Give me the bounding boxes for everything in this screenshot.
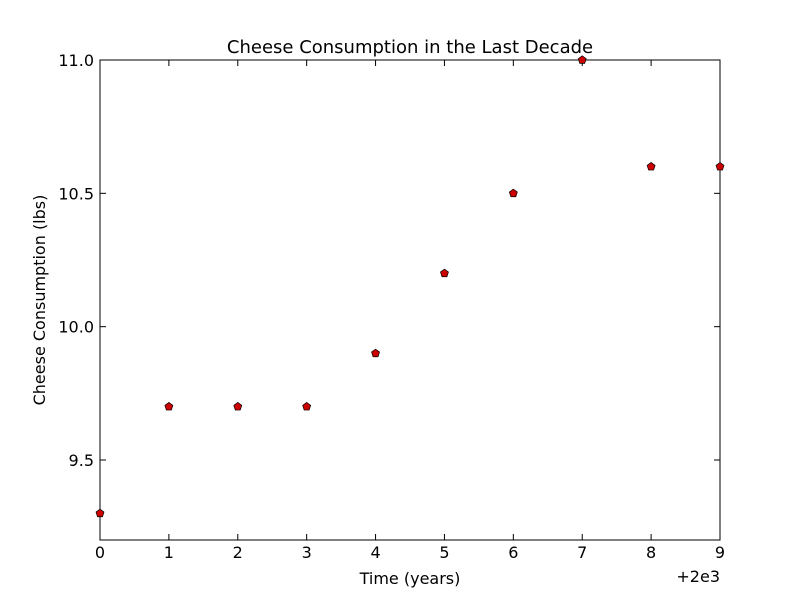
x-tick-label: 9 xyxy=(715,543,725,562)
data-point xyxy=(371,348,380,358)
y-tick-label: 9.5 xyxy=(69,451,94,470)
x-tick-label: 1 xyxy=(164,543,174,562)
y-axis: 9.5 10.0 10.5 11.0 xyxy=(58,51,720,470)
x-tick-label: 6 xyxy=(508,543,518,562)
x-tick-label: 2 xyxy=(233,543,243,562)
x-tick-label: 4 xyxy=(370,543,380,562)
x-tick-label: 3 xyxy=(302,543,312,562)
data-point xyxy=(302,402,312,411)
x-tick-label: 0 xyxy=(95,543,105,562)
x-axis: 0 1 2 3 4 5 6 7 8 9 xyxy=(95,60,725,562)
plot-area-frame xyxy=(99,59,721,541)
chart-title: Cheese Consumption in the Last Decade xyxy=(227,37,593,58)
data-point xyxy=(164,402,174,411)
data-point xyxy=(440,268,449,278)
data-point xyxy=(233,402,243,411)
x-tick-label: 5 xyxy=(439,543,449,562)
x-tick-label: 7 xyxy=(577,543,587,562)
y-tick-label: 10.5 xyxy=(58,184,94,203)
x-axis-label: Time (years) xyxy=(359,569,461,588)
y-tick-label: 10.0 xyxy=(58,318,94,337)
x-tick-label: 8 xyxy=(646,543,656,562)
y-axis-label: Cheese Consumption (lbs) xyxy=(30,195,49,406)
data-point xyxy=(508,188,518,198)
data-point xyxy=(95,508,105,518)
data-point xyxy=(577,55,587,64)
data-point xyxy=(646,162,656,171)
x-axis-offset-label: +2e3 xyxy=(676,567,720,586)
y-tick-label: 11.0 xyxy=(58,51,94,70)
data-point xyxy=(715,162,725,171)
data-points xyxy=(95,55,725,518)
